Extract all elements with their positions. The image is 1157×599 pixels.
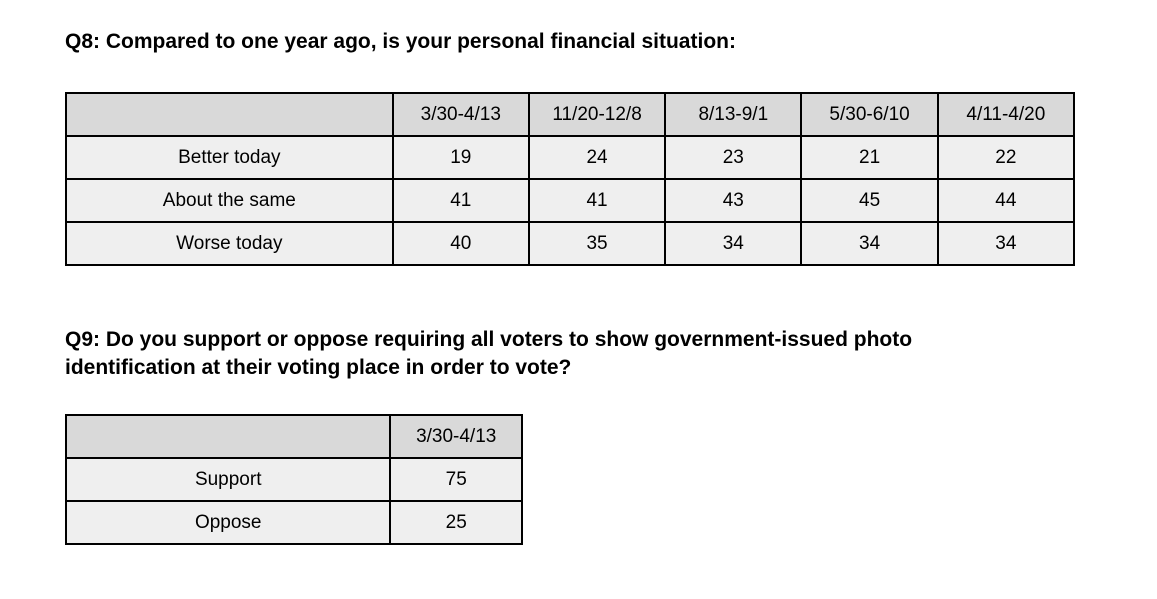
row-label-cell: Better today xyxy=(65,135,394,180)
table-cell: 45 xyxy=(800,178,939,223)
table-cell: 41 xyxy=(391,178,530,223)
q8-section: Q8: Compared to one year ago, is your pe… xyxy=(65,28,1157,266)
table-cell: 34 xyxy=(664,221,803,266)
q9-table: 3/30-4/13 Support 75 Oppose 25 xyxy=(64,414,523,545)
table-cell: 21 xyxy=(800,135,939,180)
corner-cell xyxy=(65,92,394,137)
table-cell: 22 xyxy=(936,135,1076,180)
q9-title: Q9: Do you support or oppose requiring a… xyxy=(65,326,1157,382)
row-label-cell: Oppose xyxy=(64,500,392,545)
table-row: Support 75 xyxy=(64,457,523,502)
table-row: Better today 19 24 23 21 22 xyxy=(65,135,1076,180)
table-cell: 24 xyxy=(527,135,667,180)
q8-table: 3/30-4/13 11/20-12/8 8/13-9/1 5/30-6/10 … xyxy=(65,92,1076,266)
table-header-row: 3/30-4/13 11/20-12/8 8/13-9/1 5/30-6/10 … xyxy=(65,92,1076,137)
column-header-cell: 4/11-4/20 xyxy=(936,92,1076,137)
column-header-cell: 3/30-4/13 xyxy=(391,92,530,137)
row-label-cell: About the same xyxy=(65,178,394,223)
table-row: Oppose 25 xyxy=(64,500,523,545)
q9-title-line-1: Q9: Do you support or oppose requiring a… xyxy=(65,328,913,351)
q8-title: Q8: Compared to one year ago, is your pe… xyxy=(65,30,736,53)
column-header-cell: 3/30-4/13 xyxy=(389,414,523,459)
table-cell: 75 xyxy=(389,457,523,502)
q9-title-line-2: identification at their voting place in … xyxy=(65,356,572,379)
table-cell: 34 xyxy=(800,221,939,266)
row-label-cell: Worse today xyxy=(65,221,394,266)
table-cell: 23 xyxy=(664,135,803,180)
table-cell: 35 xyxy=(527,221,667,266)
column-header-cell: 8/13-9/1 xyxy=(664,92,803,137)
table-cell: 34 xyxy=(936,221,1076,266)
column-header-cell: 5/30-6/10 xyxy=(800,92,939,137)
table-header-row: 3/30-4/13 xyxy=(64,414,523,459)
table-cell: 40 xyxy=(391,221,530,266)
table-cell: 44 xyxy=(936,178,1076,223)
table-cell: 19 xyxy=(391,135,530,180)
q9-section: Q9: Do you support or oppose requiring a… xyxy=(64,326,1157,545)
table-cell: 43 xyxy=(664,178,803,223)
table-cell: 41 xyxy=(527,178,667,223)
corner-cell xyxy=(64,414,392,459)
table-row: About the same 41 41 43 45 44 xyxy=(65,178,1076,223)
table-row: Worse today 40 35 34 34 34 xyxy=(65,221,1076,266)
document-page: Q8: Compared to one year ago, is your pe… xyxy=(64,28,1157,545)
column-header-cell: 11/20-12/8 xyxy=(527,92,667,137)
table-cell: 25 xyxy=(389,500,523,545)
row-label-cell: Support xyxy=(64,457,392,502)
